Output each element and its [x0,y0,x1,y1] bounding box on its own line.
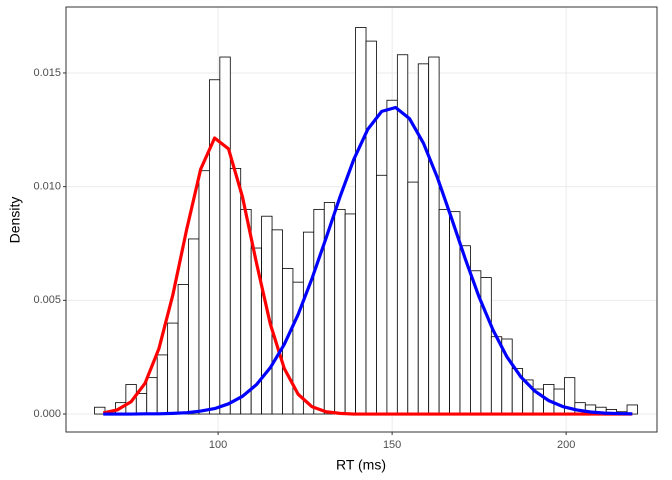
bar [302,231,315,415]
bar [167,322,179,415]
bar [344,213,356,415]
y-tick-label: 0.005 [33,294,61,306]
bar [271,229,283,415]
bar [438,208,450,415]
bar [480,277,492,415]
y-tick-label: 0.000 [33,408,61,420]
bar [135,393,148,415]
x-axis-title: RT (ms) [336,457,386,473]
bar [229,168,242,415]
y-tick-label: 0.015 [33,67,61,79]
bar [198,170,210,415]
bar [313,208,325,415]
bar [376,174,388,415]
bar [553,388,565,415]
y-axis-title: Density [7,197,23,244]
bar [490,336,503,415]
bar [94,406,106,415]
bar [240,208,252,415]
bar [188,238,200,415]
bar [355,27,367,415]
density-curve [103,105,633,416]
bar [365,40,377,415]
plot-border [65,6,658,433]
bar [386,99,398,415]
bar [407,181,419,415]
y-tick-label: 0.010 [33,181,61,193]
bar [417,63,430,415]
density-curve [102,136,633,416]
bar [146,377,158,415]
x-tick-label: 100 [209,439,227,451]
x-tick-label: 150 [383,439,401,451]
bar [334,208,346,415]
bar [428,56,440,415]
bar [177,284,189,415]
bar [219,56,231,415]
bar [156,354,169,415]
bar [470,270,482,415]
x-tick-label: 200 [557,439,575,451]
bar [208,79,221,415]
